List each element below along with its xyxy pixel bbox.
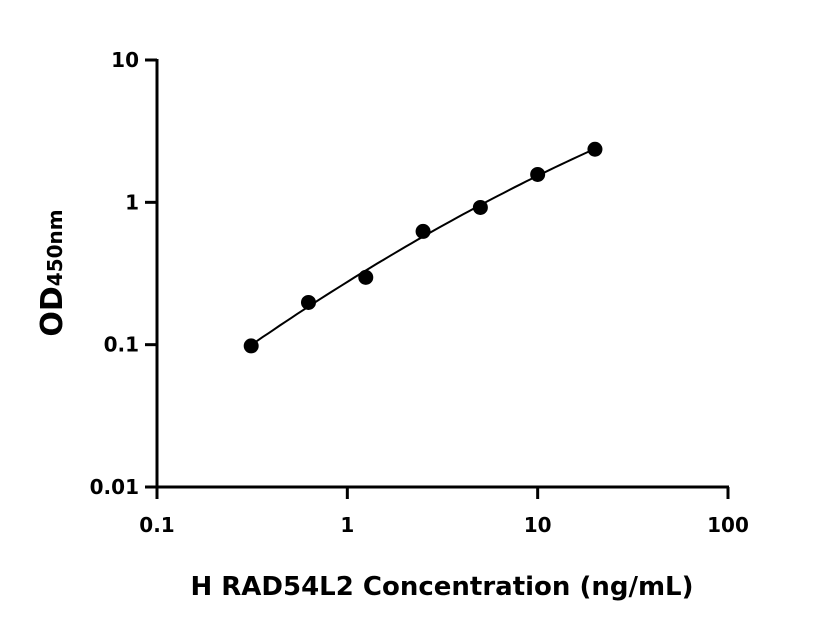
y-tick-label: 10	[111, 48, 139, 72]
data-point	[415, 223, 431, 239]
x-tick-label: 1	[340, 513, 354, 537]
y-tick-label: 0.1	[104, 333, 139, 357]
data-marks	[243, 141, 603, 354]
data-point	[530, 166, 546, 182]
y-axis-label-main: OD	[35, 286, 70, 336]
y-tick-label: 0.01	[90, 475, 139, 499]
x-tick-label: 100	[707, 513, 749, 537]
y-axis-label-subscript: 450nm	[43, 209, 67, 286]
x-axis-label: H RAD54L2 Concentration (ng/mL)	[190, 572, 693, 602]
data-point	[587, 141, 603, 157]
x-tick-label: 10	[524, 513, 552, 537]
data-point	[243, 338, 259, 354]
data-point	[358, 269, 374, 285]
x-tick-label: 0.1	[139, 513, 174, 537]
y-tick-label: 1	[125, 190, 139, 214]
y-axis-label: OD450nm	[35, 209, 70, 336]
data-point	[472, 199, 488, 215]
data-point	[300, 294, 316, 310]
